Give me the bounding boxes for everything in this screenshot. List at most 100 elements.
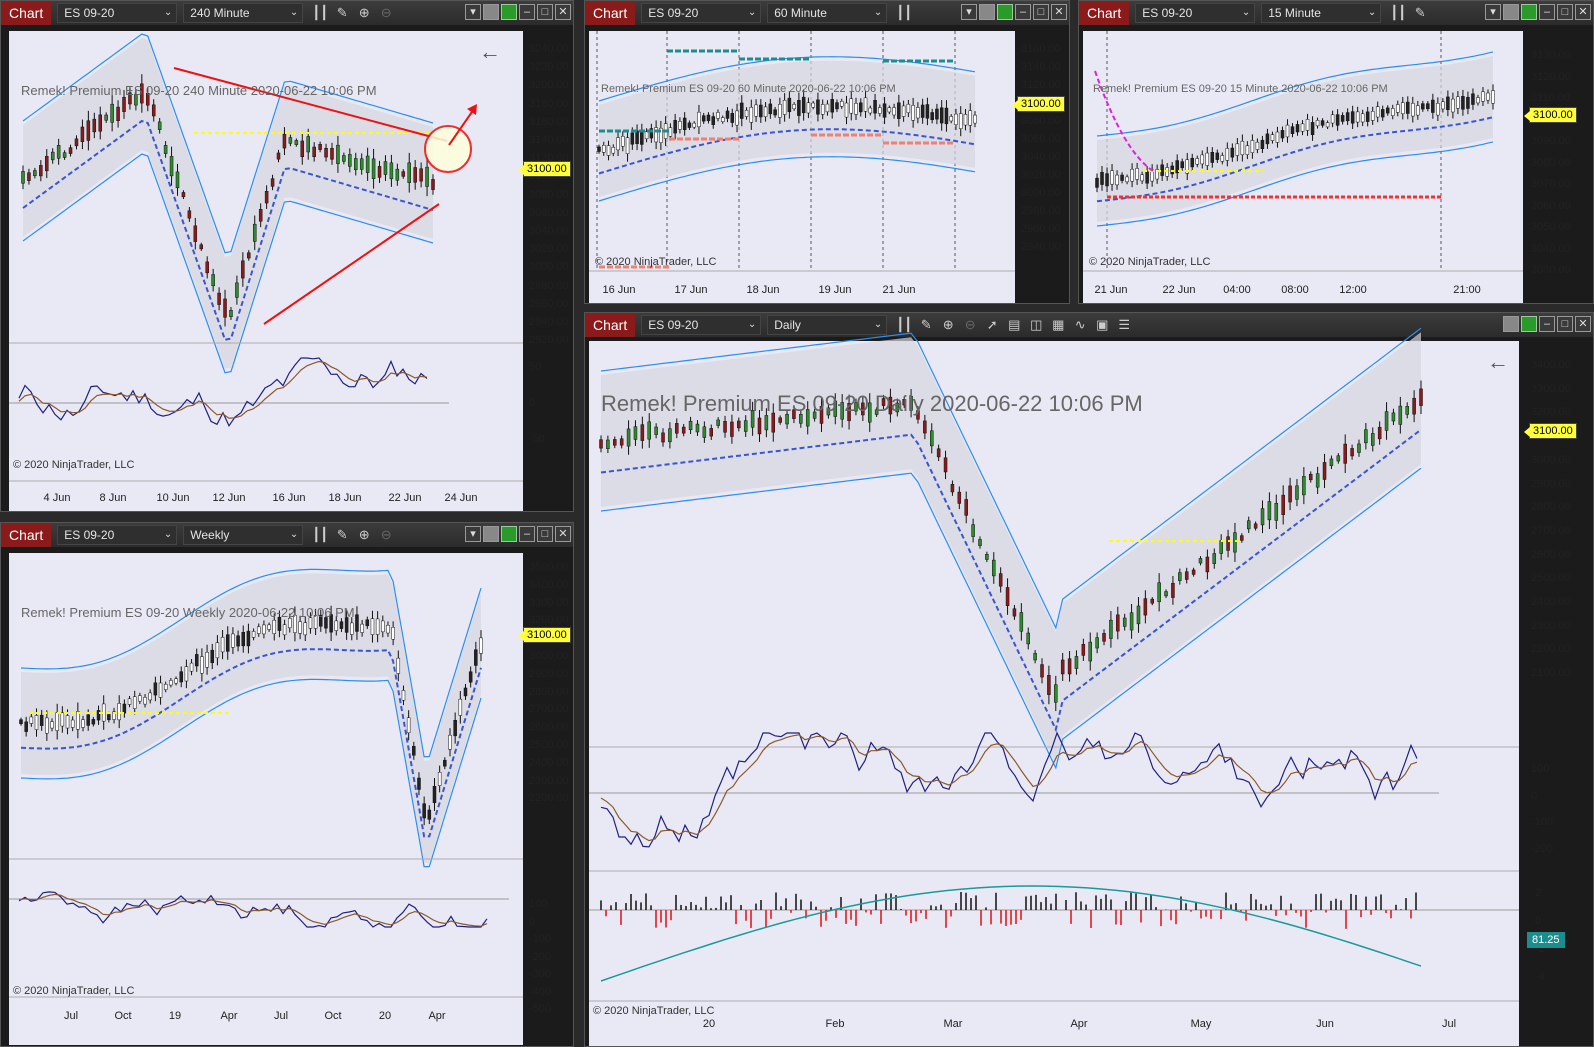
chart-title-tab[interactable]: Chart — [1, 1, 52, 25]
maximize-button[interactable]: □ — [1557, 4, 1573, 20]
price-bar-body — [479, 637, 483, 654]
minimize-button[interactable]: – — [519, 4, 535, 20]
price-bar-body — [132, 696, 137, 709]
menu-chevron-icon[interactable]: ▾ — [465, 4, 481, 20]
minimize-button[interactable]: – — [519, 526, 535, 542]
zoom-in-icon[interactable]: ⊕ — [942, 317, 954, 332]
pencil-icon[interactable]: ✎ — [920, 317, 932, 332]
interval-dropdown[interactable]: 240 Minute ⌄ — [183, 3, 304, 23]
zoom-out-icon[interactable]: ⊖ — [964, 317, 976, 332]
bar-type-icon[interactable]: ┃┃ — [312, 5, 329, 20]
price-bar-body — [110, 103, 114, 123]
menu-chevron-icon[interactable]: ▾ — [1485, 4, 1501, 20]
maximize-button[interactable]: □ — [537, 526, 553, 542]
price-bar-body — [1067, 658, 1072, 675]
chart-panel[interactable]: Jul Oct 19 Apr Jul Oct 20 Apr Remek! Premium ES… — [9, 553, 523, 1045]
price-bar-body — [443, 759, 447, 767]
close-button[interactable]: ✕ — [555, 4, 571, 20]
interval-dropdown[interactable]: Daily ⌄ — [767, 315, 888, 335]
link-gray-icon[interactable] — [483, 526, 499, 542]
link-green-icon[interactable] — [997, 4, 1013, 20]
price-bar-body — [1421, 103, 1425, 110]
pencil-icon[interactable]: ✎ — [336, 527, 348, 542]
chart-title-tab[interactable]: Chart — [1079, 1, 1130, 25]
zoom-in-icon[interactable]: ⊕ — [358, 5, 370, 20]
bar-type-icon[interactable]: ┃┃ — [896, 5, 913, 20]
chart-panel[interactable]: 21 Jun 22 Jun 04:00 08:00 12:00 21:00 Remek! … — [1083, 31, 1523, 303]
zoom-out-icon[interactable]: ⊖ — [380, 527, 392, 542]
close-button[interactable]: ✕ — [1575, 316, 1591, 332]
interval-dropdown[interactable]: Weekly ⌄ — [183, 525, 304, 545]
chart-title-tab[interactable]: Chart — [585, 313, 636, 337]
zoom-in-icon[interactable]: ⊕ — [358, 527, 370, 542]
back-arrow-icon[interactable]: ← — [479, 39, 501, 64]
instrument-dropdown[interactable]: ES 09-20 ⌄ — [1135, 3, 1256, 23]
minimize-button[interactable]: – — [1539, 4, 1555, 20]
chart-title-tab[interactable]: Chart — [585, 1, 636, 25]
menu-chevron-icon[interactable]: ▾ — [465, 526, 481, 542]
link-gray-icon[interactable] — [1503, 316, 1519, 332]
chart-panel[interactable]: 20 Feb Mar Apr May Jun Jul Remek! Premium ES 0… — [589, 327, 1519, 1046]
maximize-button[interactable]: □ — [1557, 316, 1573, 332]
link-green-icon[interactable] — [501, 4, 517, 20]
link-green-icon[interactable] — [1521, 316, 1537, 332]
strategies-icon[interactable]: ▦ — [1052, 317, 1065, 332]
instrument-dropdown[interactable]: ES 09-20 ⌄ — [57, 525, 178, 545]
chart-panel[interactable]: 16 Jun 17 Jun 18 Jun 19 Jun 21 Jun Remek! Pr… — [589, 31, 1015, 303]
pencil-icon[interactable]: ✎ — [1414, 5, 1426, 20]
interval-dropdown[interactable]: 15 Minute ⌄ — [1261, 3, 1382, 23]
price-bar-body — [764, 415, 769, 431]
link-gray-icon[interactable] — [483, 4, 499, 20]
link-green-icon[interactable] — [501, 526, 517, 542]
templates-icon[interactable]: ▣ — [1096, 317, 1109, 332]
chart-panel[interactable]: 4 Jun 8 Jun 10 Jun 12 Jun 16 Jun 18 Jun 22 Jun… — [9, 31, 523, 511]
close-button[interactable]: ✕ — [1575, 4, 1591, 20]
indicators-icon[interactable]: ∿ — [1074, 317, 1086, 332]
price-bar-body — [1109, 619, 1113, 639]
bar-type-icon[interactable]: ┃┃ — [1390, 5, 1407, 20]
price-bar-body — [252, 223, 257, 242]
axis-tick-label: 3070.00 — [1531, 178, 1571, 190]
minimize-button[interactable]: – — [1539, 316, 1555, 332]
price-bar-body — [1481, 91, 1485, 102]
instrument-dropdown[interactable]: ES 09-20 ⌄ — [641, 315, 762, 335]
price-bar-body — [34, 715, 39, 730]
axis-tick-label: 3030.00 — [1531, 264, 1571, 276]
instrument-dropdown[interactable]: ES 09-20 ⌄ — [641, 3, 762, 23]
instrument-dropdown[interactable]: ES 09-20 ⌄ — [57, 3, 178, 23]
pencil-icon[interactable]: ✎ — [336, 5, 348, 20]
pointer-icon[interactable]: ➚ — [986, 317, 998, 332]
price-bar-body — [1164, 591, 1168, 597]
time-axis-label: Apr — [1070, 1018, 1087, 1030]
properties-icon[interactable]: ◫ — [1030, 317, 1043, 332]
price-bar-body — [1060, 659, 1065, 675]
bar-type-icon[interactable]: ┃┃ — [312, 527, 329, 542]
maximize-button[interactable]: □ — [1033, 4, 1049, 20]
link-gray-icon[interactable] — [979, 4, 995, 20]
price-bar-body — [401, 690, 406, 701]
maximize-button[interactable]: □ — [537, 4, 553, 20]
link-green-icon[interactable] — [1521, 4, 1537, 20]
axis-tick-label: 3040.00 — [1531, 242, 1571, 255]
list-icon[interactable]: ☰ — [1118, 317, 1131, 332]
price-bar-body — [1476, 97, 1480, 104]
close-button[interactable]: ✕ — [555, 526, 571, 542]
price-bar-body — [453, 720, 457, 737]
chart-title-tab[interactable]: Chart — [1, 523, 52, 547]
zoom-out-icon[interactable]: ⊖ — [380, 5, 392, 20]
price-bar-body — [146, 93, 150, 106]
price-bar-body — [1325, 122, 1330, 128]
minimize-button[interactable]: – — [1015, 4, 1031, 20]
price-bar-body — [437, 772, 442, 786]
data-box-icon[interactable]: ▤ — [1008, 317, 1021, 332]
chart-watermark: Remek! Premium ES 09-20 15 Minute 2020-0… — [1093, 83, 1388, 95]
axis-tick-label: 2600.00 — [529, 721, 569, 734]
price-bar-body — [1115, 174, 1119, 186]
back-arrow-icon[interactable]: ← — [1487, 349, 1509, 374]
price-bar-body — [725, 110, 730, 119]
close-button[interactable]: ✕ — [1051, 4, 1067, 20]
menu-chevron-icon[interactable]: ▾ — [961, 4, 977, 20]
link-gray-icon[interactable] — [1503, 4, 1519, 20]
interval-dropdown[interactable]: 60 Minute ⌄ — [767, 3, 888, 23]
bar-type-icon[interactable]: ┃┃ — [896, 317, 913, 332]
